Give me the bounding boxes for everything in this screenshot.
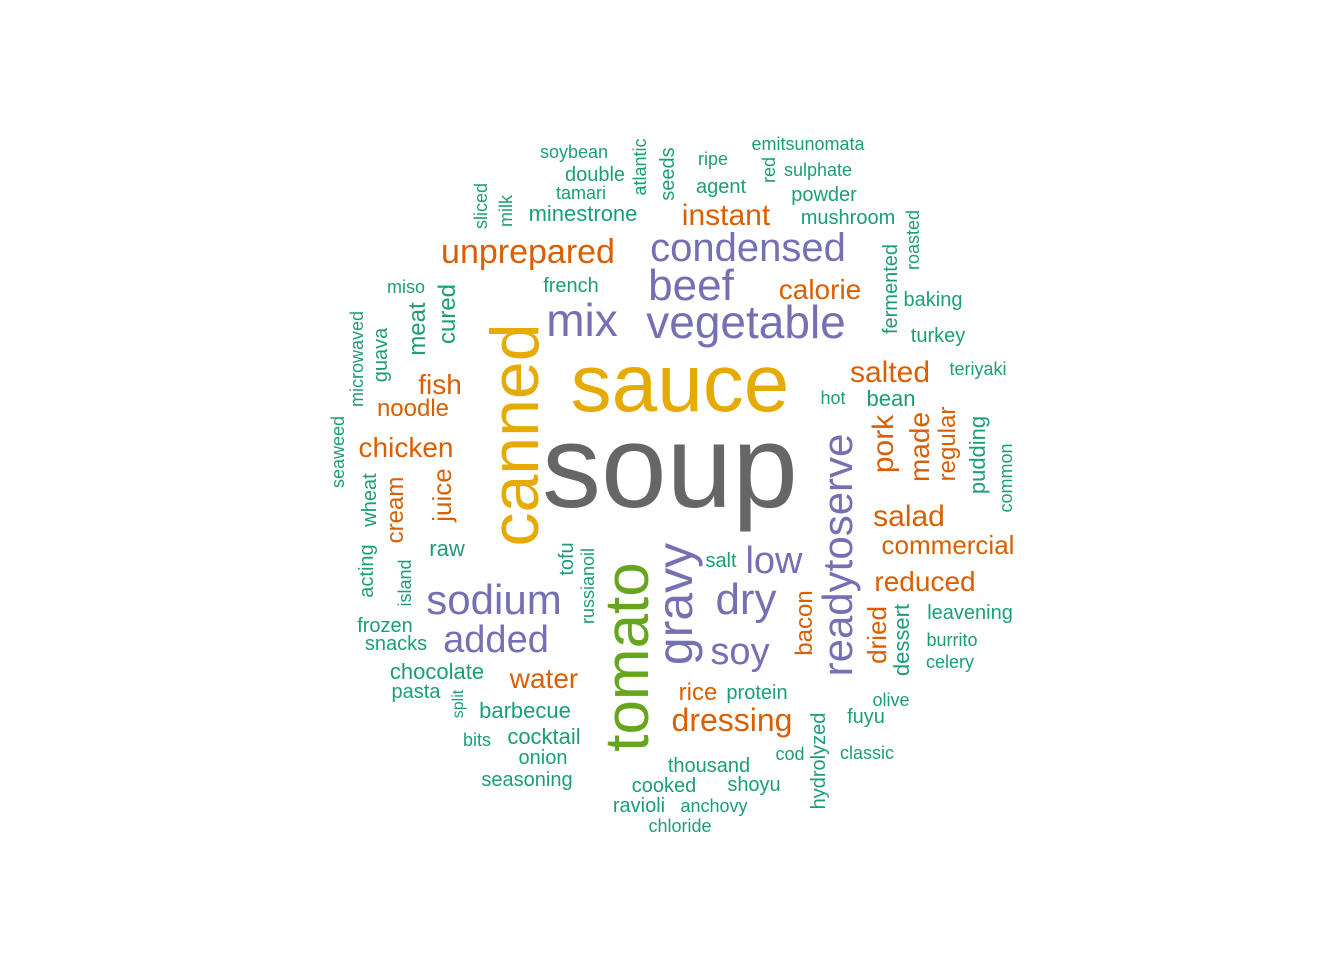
word-dried: dried bbox=[862, 606, 892, 664]
word-cocktail: cocktail bbox=[507, 724, 581, 749]
word-classic: classic bbox=[839, 743, 895, 763]
word-double: double bbox=[564, 164, 626, 186]
word-canned: canned bbox=[477, 323, 553, 547]
word-rice: rice bbox=[678, 679, 718, 706]
word-tofu: tofu bbox=[556, 542, 578, 576]
word-regular: regular bbox=[934, 406, 961, 482]
word-bits: bits bbox=[462, 730, 492, 750]
word-island: island bbox=[395, 559, 415, 607]
word-powder: powder bbox=[791, 184, 857, 206]
word-microwaved: microwaved bbox=[347, 310, 367, 408]
word-turkey: turkey bbox=[910, 325, 966, 347]
word-fermented: fermented bbox=[880, 243, 902, 335]
word-ravioli: ravioli bbox=[612, 795, 666, 817]
word-gravy: gravy bbox=[647, 542, 703, 666]
word-cod: cod bbox=[775, 744, 805, 764]
word-sliced: sliced bbox=[471, 182, 491, 230]
word-soybean: soybean bbox=[539, 142, 609, 162]
word-snacks: snacks bbox=[364, 633, 428, 655]
word-added: added bbox=[443, 619, 549, 661]
word-dressing: dressing bbox=[671, 702, 793, 738]
word-pork: pork bbox=[867, 414, 900, 474]
word-onion: onion bbox=[518, 747, 568, 769]
word-split: split bbox=[450, 689, 467, 719]
word-water: water bbox=[509, 663, 579, 694]
word-chicken: chicken bbox=[358, 432, 454, 463]
word-cream: cream bbox=[382, 476, 409, 544]
word-low: low bbox=[745, 540, 803, 582]
word-cured: cured bbox=[434, 283, 461, 345]
word-chloride: chloride bbox=[648, 816, 712, 836]
word-roasted: roasted bbox=[903, 209, 923, 271]
word-chocolate: chocolate bbox=[389, 659, 485, 684]
word-fish: fish bbox=[418, 369, 462, 400]
word-soup: soup bbox=[542, 401, 798, 533]
word-mix: mix bbox=[546, 294, 618, 346]
word-agent: agent bbox=[695, 176, 747, 198]
word-frozen: frozen bbox=[357, 615, 413, 637]
word-raw: raw bbox=[429, 536, 465, 561]
word-unprepared: unprepared bbox=[441, 233, 615, 271]
word-bacon: bacon bbox=[791, 590, 818, 656]
word-thousand: thousand bbox=[667, 755, 751, 777]
word-readytoserve: readytoserve bbox=[814, 433, 861, 677]
word-miso: miso bbox=[386, 277, 426, 297]
word-french: french bbox=[543, 275, 599, 297]
word-noodle: noodle bbox=[376, 395, 450, 422]
word-commercial: commercial bbox=[881, 530, 1015, 560]
word-hot: hot bbox=[820, 388, 846, 408]
word-calorie: calorie bbox=[778, 274, 862, 305]
word-olive: olive bbox=[872, 690, 910, 710]
word-wheat: wheat bbox=[359, 473, 381, 527]
word-dry: dry bbox=[715, 575, 777, 624]
word-barbecue: barbecue bbox=[479, 698, 571, 723]
word-beef: beef bbox=[648, 261, 734, 310]
word-made: made bbox=[904, 411, 935, 483]
word-ripe: ripe bbox=[697, 149, 729, 169]
word-sulphate: sulphate bbox=[783, 160, 853, 180]
word-hydrolyzed: hydrolyzed bbox=[808, 712, 830, 810]
word-emitsunomata: emitsunomata bbox=[751, 134, 865, 154]
word-juice: juice bbox=[427, 468, 457, 522]
word-seasoning: seasoning bbox=[481, 769, 573, 791]
word-meat: meat bbox=[404, 302, 431, 356]
word-acting: acting bbox=[356, 544, 378, 598]
word-salted: salted bbox=[849, 356, 931, 389]
word-cooked: cooked bbox=[631, 775, 697, 797]
word-salad: salad bbox=[873, 500, 945, 533]
word-pasta: pasta bbox=[391, 681, 441, 703]
word-condensed: condensed bbox=[650, 226, 846, 270]
word-common: common bbox=[996, 443, 1016, 513]
word-baking: baking bbox=[903, 289, 963, 311]
word-minestrone: minestrone bbox=[528, 201, 638, 226]
word-milk: milk bbox=[496, 195, 516, 227]
word-sauce: sauce bbox=[570, 338, 790, 429]
word-protein: protein bbox=[726, 682, 788, 704]
word-seaweed: seaweed bbox=[328, 415, 348, 489]
word-burrito: burrito bbox=[926, 630, 978, 650]
word-teriyaki: teriyaki bbox=[949, 359, 1007, 379]
word-instant: instant bbox=[681, 199, 771, 232]
word-seeds: seeds bbox=[657, 147, 679, 201]
word-fuyu: fuyu bbox=[847, 706, 885, 728]
word-sodium: sodium bbox=[426, 576, 562, 623]
word-atlantic: atlantic bbox=[630, 138, 650, 196]
word-russianoil: russianoil bbox=[578, 547, 598, 625]
word-red: red bbox=[759, 156, 779, 184]
word-pudding: pudding bbox=[965, 415, 990, 495]
word-leavening: leavening bbox=[927, 602, 1013, 624]
word-salt: salt bbox=[705, 550, 737, 572]
word-bean: bean bbox=[866, 386, 916, 411]
word-dessert: dessert bbox=[889, 603, 914, 677]
word-shoyu: shoyu bbox=[727, 774, 781, 796]
word-celery: celery bbox=[925, 652, 975, 672]
word-mushroom: mushroom bbox=[800, 207, 896, 229]
word-soy: soy bbox=[710, 631, 770, 673]
word-guava: guava bbox=[370, 327, 392, 383]
word-reduced: reduced bbox=[874, 566, 976, 597]
word-anchovy: anchovy bbox=[680, 796, 748, 816]
word-tamari: tamari bbox=[555, 183, 607, 203]
word-vegetable: vegetable bbox=[646, 296, 846, 348]
